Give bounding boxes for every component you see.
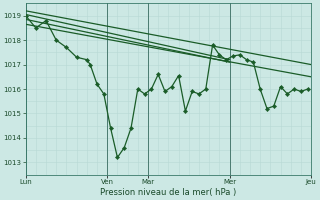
- X-axis label: Pression niveau de la mer( hPa ): Pression niveau de la mer( hPa ): [100, 188, 236, 197]
